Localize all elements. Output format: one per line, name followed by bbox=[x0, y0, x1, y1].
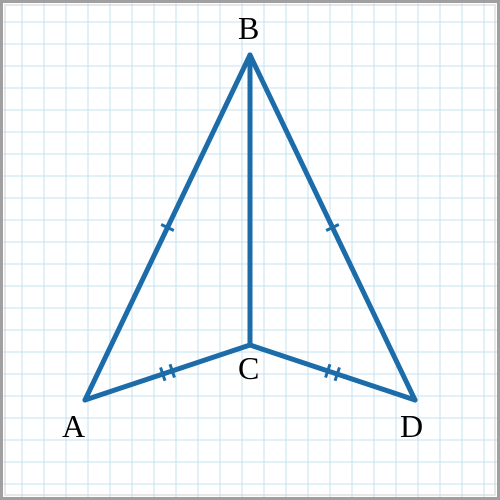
diagram-container: A B C D bbox=[0, 0, 500, 500]
vertex-label-b: B bbox=[238, 10, 259, 47]
vertex-label-c: C bbox=[238, 350, 259, 387]
vertex-label-a: A bbox=[62, 408, 85, 445]
vertex-label-d: D bbox=[400, 408, 423, 445]
